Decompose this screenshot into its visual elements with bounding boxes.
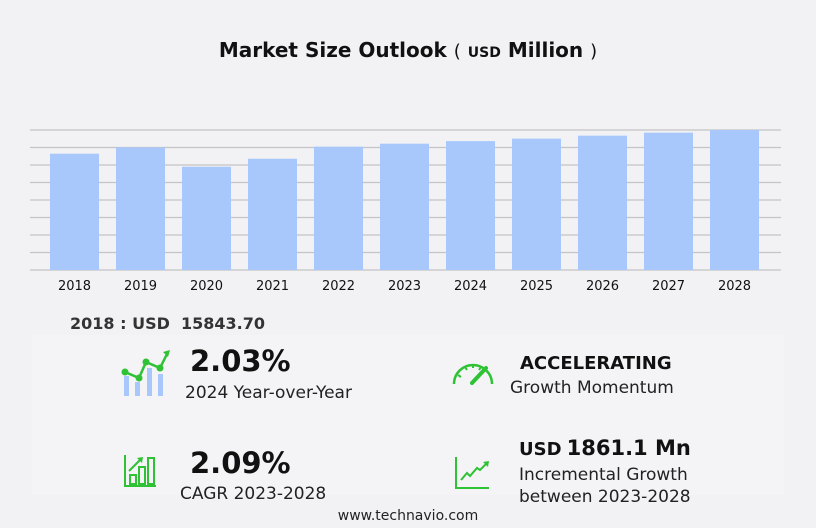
bar-growth-icon <box>124 455 156 487</box>
bar-2018 <box>50 153 99 270</box>
yoy-value: 2.03% <box>190 344 291 378</box>
x-tick-label: 2027 <box>652 279 685 294</box>
bar-chart: 2018 2019 2020 2021 2022 2023 2024 2025 2026 2027… <box>30 129 781 294</box>
incremental-number: 1861.1 Mn <box>566 436 691 460</box>
bar-2026 <box>578 135 627 270</box>
bar-2024 <box>446 141 495 270</box>
footer-url[interactable]: www.technavio.com <box>337 508 479 524</box>
incremental-prefix: USD <box>519 439 562 460</box>
bar-2022 <box>314 146 363 270</box>
speedometer-icon <box>452 363 494 385</box>
incremental-label: Incremental Growth <box>519 465 688 485</box>
highlight-value: 2018 : USD 15843.70 <box>70 314 265 333</box>
yoy-label: 2024 Year-over-Year <box>185 383 352 403</box>
momentum-value: ACCELERATING <box>520 353 672 374</box>
incremental-period: between 2023-2028 <box>519 487 691 507</box>
incremental-value: USD 1861.1 Mn <box>519 436 691 460</box>
x-tick-label: 2018 <box>58 279 91 294</box>
x-tick-label: 2028 <box>718 279 751 294</box>
kpi-panel <box>32 335 784 495</box>
bar-2019 <box>116 147 165 270</box>
bar-2020 <box>182 166 231 270</box>
bar-2021 <box>248 158 297 270</box>
unit-prefix: USD <box>467 45 501 61</box>
x-tick-label: 2024 <box>454 279 487 294</box>
x-tick-label: 2022 <box>322 279 355 294</box>
trend-up-icon <box>455 457 489 489</box>
x-tick-label: 2023 <box>388 279 421 294</box>
x-tick-label: 2020 <box>190 279 223 294</box>
x-tick-label: 2019 <box>124 279 157 294</box>
momentum-label: Growth Momentum <box>510 378 674 398</box>
cagr-label: CAGR 2023-2028 <box>180 484 327 504</box>
x-tick-label: 2021 <box>256 279 289 294</box>
highlight-label: 2018 : USD <box>70 314 170 333</box>
unit-text: Million <box>507 38 584 62</box>
title-text: Market Size Outlook <box>218 38 447 62</box>
chart-title: Market Size Outlook ( USD Million ) <box>218 38 598 62</box>
bar-2027 <box>644 132 693 270</box>
cagr-value: 2.09% <box>190 446 291 480</box>
highlight-number: 15843.70 <box>181 314 266 333</box>
growth-chart-icon <box>121 350 170 396</box>
bar-2028 <box>710 130 759 270</box>
bar-2025 <box>512 138 561 270</box>
x-tick-label: 2025 <box>520 279 553 294</box>
bar-2023 <box>380 143 429 270</box>
x-tick-label: 2026 <box>586 279 619 294</box>
